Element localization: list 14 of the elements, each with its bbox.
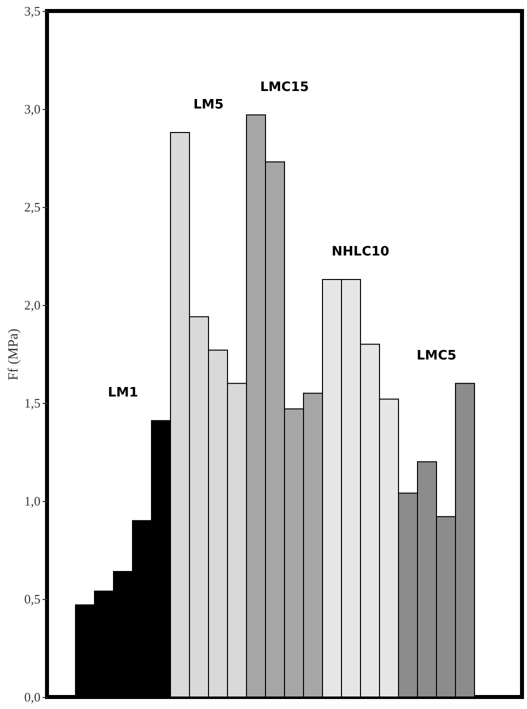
y-tick-label: 1,0	[24, 494, 40, 508]
y-tick-label: 2,0	[24, 298, 40, 312]
annotation: LMC15	[260, 80, 309, 95]
annotation: LM5	[193, 98, 224, 113]
y-tick-label: 3,5	[24, 4, 40, 18]
y-axis-title: Ff (MPa)	[6, 328, 22, 380]
annotation: NHLC10	[332, 244, 390, 260]
annotation: LMC5	[416, 348, 456, 364]
y-tick-label: 2,5	[24, 200, 40, 214]
y-tick-label: 3,0	[24, 102, 40, 116]
y-tick-label: 0,0	[24, 690, 40, 704]
annotation: LM1	[108, 386, 138, 401]
y-tick-label: 1,5	[24, 396, 40, 410]
y-tick-label: 0,5	[24, 592, 40, 606]
